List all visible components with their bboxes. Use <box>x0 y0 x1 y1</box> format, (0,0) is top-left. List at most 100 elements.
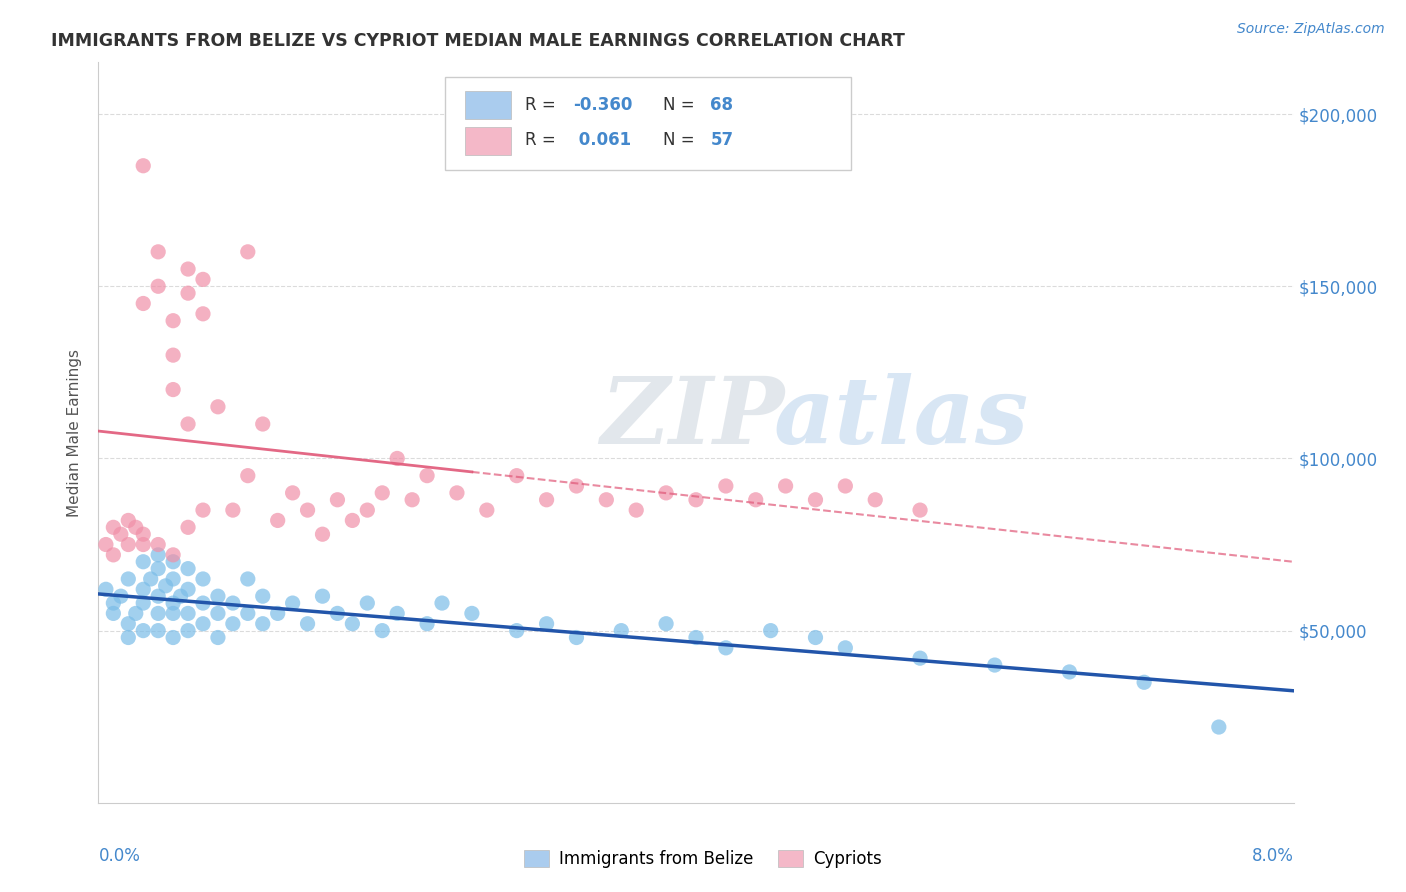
Point <box>252 589 274 603</box>
Point <box>610 624 633 638</box>
Point <box>356 596 378 610</box>
Text: Source: ZipAtlas.com: Source: ZipAtlas.com <box>1237 22 1385 37</box>
Point <box>865 492 887 507</box>
Point <box>536 492 558 507</box>
Point <box>139 572 162 586</box>
Point <box>236 572 259 586</box>
Point <box>148 537 170 551</box>
Point <box>162 548 184 562</box>
Point <box>191 272 214 286</box>
Text: N =: N = <box>662 131 699 149</box>
Point <box>311 589 333 603</box>
Point <box>1208 720 1230 734</box>
Point <box>117 513 139 527</box>
Text: -0.360: -0.360 <box>572 95 633 113</box>
Point <box>94 582 117 597</box>
Point <box>148 561 170 575</box>
Point <box>162 555 184 569</box>
Text: N =: N = <box>662 95 699 113</box>
Point <box>565 479 588 493</box>
Point <box>162 348 184 362</box>
Point <box>908 503 931 517</box>
Point <box>117 631 139 645</box>
Point <box>655 616 678 631</box>
Point <box>565 631 588 645</box>
Point <box>162 607 184 621</box>
Point <box>626 503 648 517</box>
Point <box>132 537 155 551</box>
Point <box>267 513 290 527</box>
Text: R =: R = <box>524 95 561 113</box>
Point <box>834 640 856 655</box>
Point <box>252 417 274 431</box>
Point <box>506 624 529 638</box>
Point <box>416 616 439 631</box>
Legend: Immigrants from Belize, Cypriots: Immigrants from Belize, Cypriots <box>517 843 889 875</box>
Point <box>745 492 768 507</box>
Point <box>148 548 170 562</box>
Point <box>177 417 200 431</box>
Point <box>326 607 349 621</box>
Point <box>162 383 184 397</box>
Point <box>252 616 274 631</box>
Point <box>236 607 259 621</box>
Point <box>506 468 529 483</box>
Text: 57: 57 <box>710 131 734 149</box>
Point <box>207 400 229 414</box>
Point <box>103 520 125 534</box>
Point <box>461 607 484 621</box>
Point <box>103 607 125 621</box>
Point <box>132 582 155 597</box>
Point <box>236 244 259 259</box>
Point <box>267 607 290 621</box>
Point <box>804 631 827 645</box>
Point <box>177 520 200 534</box>
Point <box>446 486 468 500</box>
Point <box>416 468 439 483</box>
Point <box>281 596 304 610</box>
Point <box>177 262 200 277</box>
Point <box>311 527 333 541</box>
Point <box>222 616 245 631</box>
FancyBboxPatch shape <box>446 78 852 169</box>
Point <box>385 451 409 466</box>
Point <box>177 286 200 301</box>
Point <box>371 486 394 500</box>
Point <box>132 624 155 638</box>
Point <box>1059 665 1081 679</box>
Point <box>117 537 139 551</box>
Point <box>685 492 707 507</box>
Point <box>177 624 200 638</box>
Point <box>1133 675 1156 690</box>
Point <box>281 486 304 500</box>
Point <box>162 631 184 645</box>
Text: 0.0%: 0.0% <box>98 847 141 865</box>
Point <box>401 492 423 507</box>
Point <box>132 555 155 569</box>
Point <box>371 624 394 638</box>
Point <box>148 607 170 621</box>
Point <box>191 503 214 517</box>
Point <box>536 616 558 631</box>
Point <box>714 479 737 493</box>
Point <box>117 616 139 631</box>
Text: atlas: atlas <box>773 373 1029 463</box>
Point <box>297 503 319 517</box>
Point <box>94 537 117 551</box>
Point <box>207 631 229 645</box>
Point <box>236 468 259 483</box>
Point <box>342 616 364 631</box>
Point <box>177 607 200 621</box>
Point <box>132 527 155 541</box>
Point <box>908 651 931 665</box>
Point <box>356 503 378 517</box>
Point <box>222 503 245 517</box>
Point <box>685 631 707 645</box>
Text: IMMIGRANTS FROM BELIZE VS CYPRIOT MEDIAN MALE EARNINGS CORRELATION CHART: IMMIGRANTS FROM BELIZE VS CYPRIOT MEDIAN… <box>51 32 904 50</box>
Point <box>132 596 155 610</box>
Point <box>207 589 229 603</box>
Point <box>595 492 617 507</box>
Point <box>177 582 200 597</box>
Point <box>385 607 409 621</box>
Point <box>155 579 177 593</box>
